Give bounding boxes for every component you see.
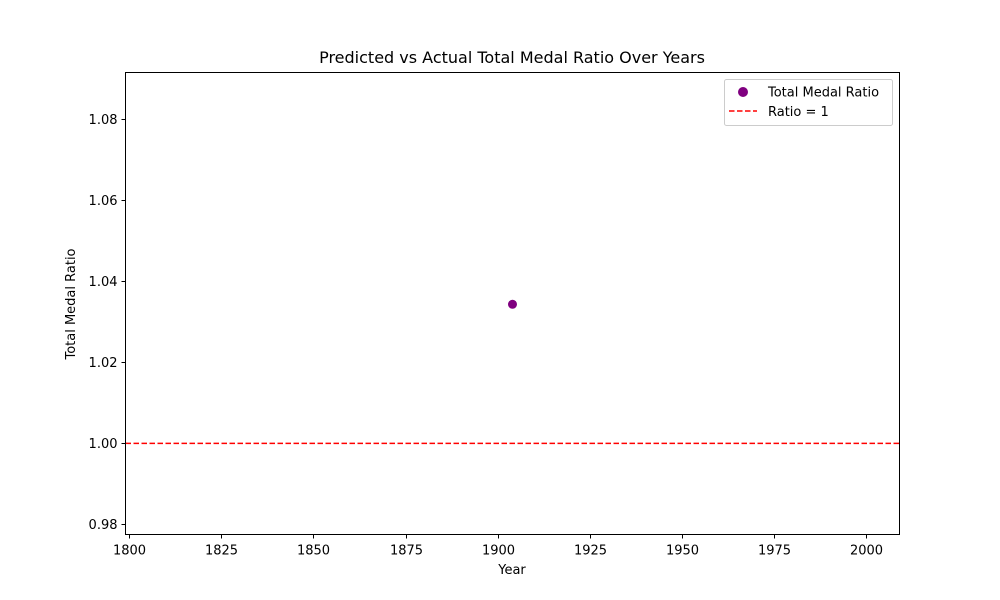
x-tick-label: 2000 [850,544,883,559]
x-tick-label: 1900 [482,544,515,559]
plot-area [125,299,900,445]
y-tick-label: 1.06 [89,194,118,209]
x-tick-label: 1850 [297,544,330,559]
y-tick-label: 1.04 [89,275,118,290]
x-tick-label: 1950 [666,544,699,559]
x-tick-label: 1975 [758,544,791,559]
legend: Total Medal Ratio Ratio = 1 [724,79,893,126]
plot-frame [125,72,900,535]
legend-label-total-medal-ratio: Total Medal Ratio [767,86,879,101]
y-tick-label: 1.08 [89,113,118,128]
legend-marker-total-medal-ratio [738,87,748,97]
x-axis-label: Year [497,563,526,578]
x-tick-label: 1825 [205,544,238,559]
chart-title: Predicted vs Actual Total Medal Ratio Ov… [319,48,705,67]
y-axis-label: Total Medal Ratio [64,248,79,360]
x-axis: 1800 1825 1850 1875 1900 1925 1950 1975 2000 [113,534,883,559]
y-axis: 0.98 1.00 1.02 1.04 1.06 1.08 [89,113,126,533]
x-tick-label: 1925 [574,544,607,559]
x-tick-label: 1800 [113,544,146,559]
y-tick-label: 0.98 [89,518,118,533]
x-tick-label: 1875 [390,544,423,559]
y-tick-label: 1.00 [89,437,118,452]
scatter-point [508,299,517,309]
y-tick-label: 1.02 [89,356,118,371]
legend-frame [724,79,893,126]
legend-label-ratio-line: Ratio = 1 [768,105,829,120]
